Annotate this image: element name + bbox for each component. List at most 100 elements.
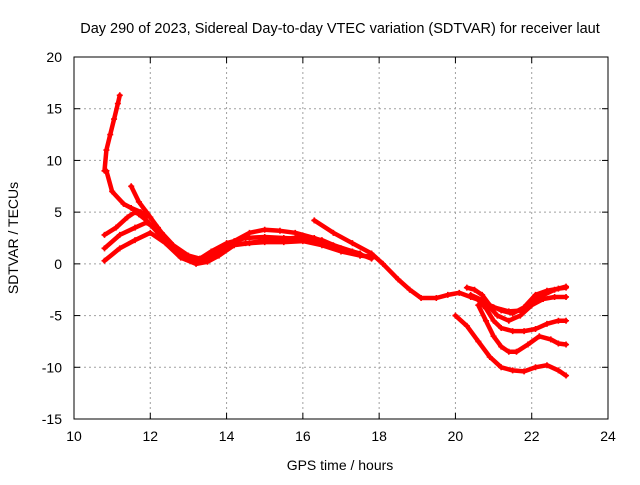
data-point xyxy=(103,167,110,174)
series-line xyxy=(102,93,123,174)
chart-title: Day 290 of 2023, Sidereal Day-to-day VTE… xyxy=(80,21,600,37)
plot-frame xyxy=(73,56,609,420)
data-point xyxy=(498,364,505,371)
data-point xyxy=(509,310,516,317)
data-point xyxy=(528,302,535,309)
x-tick-label: 10 xyxy=(66,428,82,444)
data-point xyxy=(116,245,123,252)
series-line xyxy=(312,218,569,314)
data-point xyxy=(482,305,489,312)
y-tick-label: -5 xyxy=(50,308,63,324)
tick-labels: 10 12 14 16 18 20 22 24 -15 -10 -5 0 5 10 15 20 xyxy=(42,49,616,444)
series-track-1 xyxy=(101,92,123,174)
data-point xyxy=(128,183,135,190)
data-point xyxy=(349,248,356,255)
data-point xyxy=(563,372,570,379)
data-point xyxy=(463,284,470,291)
y-tick-label: 20 xyxy=(46,49,62,65)
data-point xyxy=(395,276,402,283)
data-point xyxy=(555,340,562,347)
data-point xyxy=(109,188,116,195)
data-point xyxy=(261,233,268,240)
series-line xyxy=(476,297,569,334)
y-axis-label: SDTVAR / TECUs xyxy=(5,182,21,294)
data-point xyxy=(463,322,470,329)
data-point xyxy=(490,333,497,340)
data-point xyxy=(101,245,108,252)
data-point xyxy=(505,348,512,355)
x-tick-label: 18 xyxy=(371,428,387,444)
data-point xyxy=(112,224,119,231)
series-line xyxy=(128,184,374,264)
data-point xyxy=(246,240,253,247)
series-track-10 xyxy=(475,297,570,335)
data-point xyxy=(498,307,505,314)
axis-ticks xyxy=(73,56,609,420)
x-tick-label: 12 xyxy=(142,428,158,444)
data-point xyxy=(114,100,121,107)
y-tick-label: 10 xyxy=(46,152,62,168)
data-point xyxy=(261,226,268,233)
data-point xyxy=(135,198,142,205)
data-point xyxy=(311,217,318,224)
data-point xyxy=(536,333,543,340)
series-track-12 xyxy=(452,312,570,379)
data-point xyxy=(135,211,142,218)
data-point xyxy=(505,317,512,324)
data-point xyxy=(555,367,562,374)
data-point xyxy=(555,317,562,324)
data-point xyxy=(116,231,123,238)
series-layer xyxy=(101,92,570,379)
data-point xyxy=(349,240,356,247)
data-point xyxy=(521,328,528,335)
data-point xyxy=(276,227,283,234)
data-point xyxy=(208,248,215,255)
data-point xyxy=(471,286,478,293)
series-line xyxy=(468,292,569,323)
data-point xyxy=(299,238,306,245)
series-track-5 xyxy=(101,229,364,267)
data-point xyxy=(379,260,386,267)
data-point xyxy=(547,336,554,343)
data-point xyxy=(418,294,425,301)
data-point xyxy=(517,312,524,319)
data-point xyxy=(101,257,108,264)
data-point xyxy=(540,296,547,303)
data-point xyxy=(498,343,505,350)
data-point xyxy=(543,362,550,369)
data-point xyxy=(479,291,486,298)
x-tick-label: 20 xyxy=(448,428,464,444)
series-track-6 xyxy=(128,183,375,264)
data-point xyxy=(261,239,268,246)
y-tick-label: 15 xyxy=(46,101,62,117)
series-line xyxy=(104,168,153,220)
x-tick-label: 16 xyxy=(295,428,311,444)
data-point xyxy=(116,92,123,99)
data-point xyxy=(563,293,570,300)
x-axis-label: GPS time / hours xyxy=(287,457,394,473)
data-point xyxy=(521,368,528,375)
data-point xyxy=(246,229,253,236)
data-point xyxy=(107,131,114,138)
data-point xyxy=(444,291,451,298)
data-point xyxy=(143,209,150,216)
series-track-8 xyxy=(463,284,570,317)
data-point xyxy=(128,205,135,212)
data-point xyxy=(368,255,375,262)
data-point xyxy=(231,238,238,245)
data-point xyxy=(143,219,150,226)
data-point xyxy=(200,257,207,264)
data-point xyxy=(486,353,493,360)
data-point xyxy=(482,317,489,324)
x-tick-label: 14 xyxy=(219,428,235,444)
y-tick-label: 5 xyxy=(54,204,62,220)
data-point xyxy=(532,291,539,298)
data-point xyxy=(147,229,154,236)
data-point xyxy=(132,209,139,216)
data-point xyxy=(563,284,570,291)
x-tick-label: 22 xyxy=(524,428,540,444)
data-point xyxy=(563,341,570,348)
data-point xyxy=(154,224,161,231)
